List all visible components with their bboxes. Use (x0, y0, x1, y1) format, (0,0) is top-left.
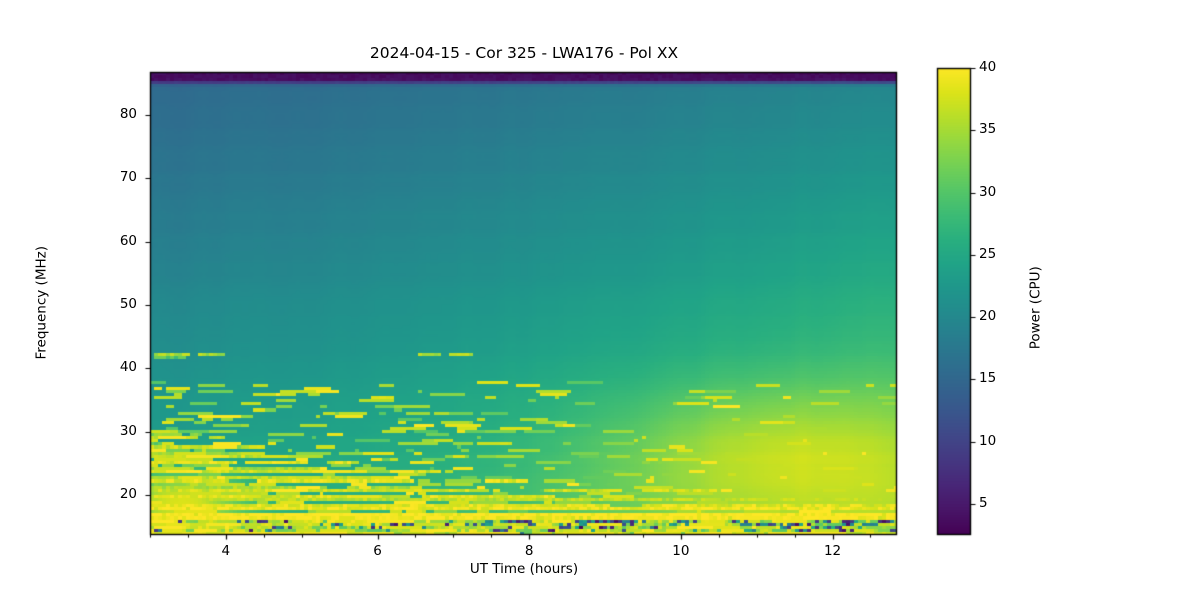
chart-title: 2024-04-15 - Cor 325 - LWA176 - Pol XX (369, 44, 679, 62)
x-tick-label: 12 (823, 543, 842, 559)
y-axis-label: Frequency (MHz) (33, 246, 50, 360)
x-tick-label: 8 (524, 543, 534, 559)
y-tick-label: 20 (119, 486, 137, 503)
y-tick-label: 70 (119, 169, 137, 186)
colorbar-tick-label: 25 (979, 245, 997, 262)
x-tick-label: 6 (373, 543, 382, 559)
colorbar-tick-label: 40 (979, 59, 997, 75)
colorbar-tick-label: 30 (979, 183, 997, 200)
x-tick-label: 10 (672, 543, 690, 559)
colorbar-tick-label: 5 (979, 494, 988, 511)
colorbar-tick-label: 10 (979, 432, 997, 449)
colorbar-tick-label: 35 (979, 121, 997, 138)
y-tick-label: 40 (119, 359, 137, 376)
y-tick-label: 30 (119, 422, 137, 439)
colorbar-label: Power (CPU) (1027, 266, 1044, 350)
y-tick-label: 60 (119, 232, 137, 249)
y-tick-label: 80 (119, 106, 137, 123)
y-tick-label: 50 (119, 296, 137, 313)
x-axis-label: UT Time (hours) (469, 561, 579, 577)
x-tick-label: 4 (221, 543, 231, 559)
colorbar-tick-label: 15 (979, 370, 997, 387)
colorbar-tick-label: 20 (979, 308, 997, 325)
